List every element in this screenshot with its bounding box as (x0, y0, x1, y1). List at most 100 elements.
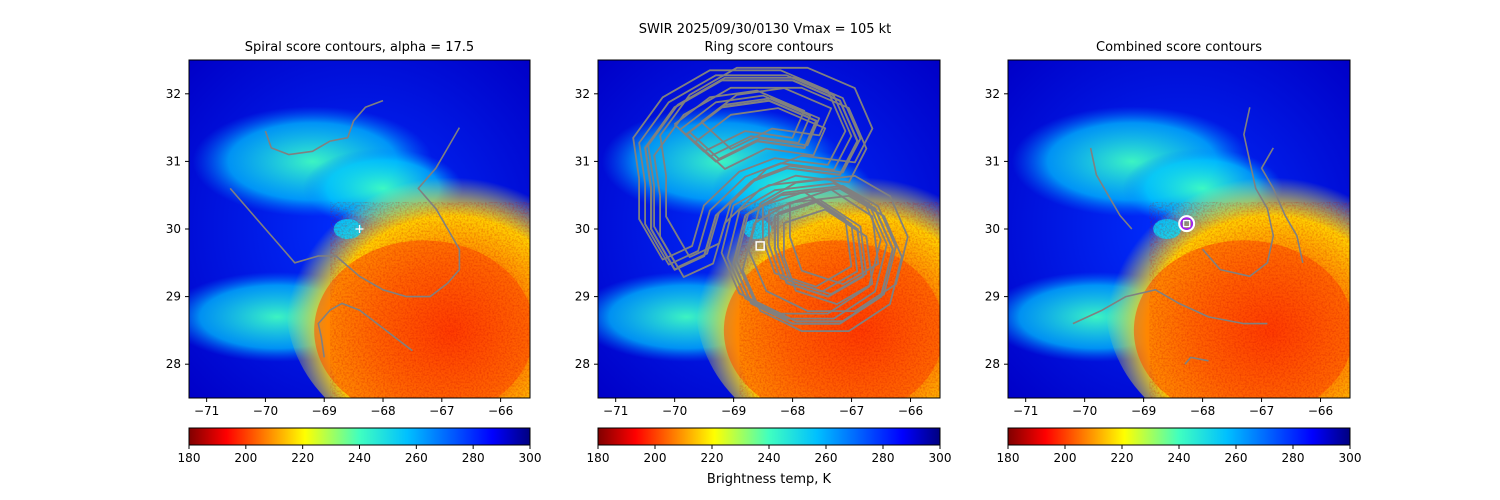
x-tick-label: −69 (1131, 404, 1156, 418)
y-tick-label: 28 (575, 357, 590, 371)
x-tick-label: −68 (370, 404, 395, 418)
y-tick-label: 29 (985, 290, 1000, 304)
y-tick-label: 32 (985, 87, 1000, 101)
x-tick-label: −66 (1308, 404, 1333, 418)
colorbar: 180 200 220 240 260 280 300 (997, 427, 1362, 465)
colorbar: 180 200 220 240 260 280 300 (178, 427, 542, 465)
brightness-temp-image (189, 60, 530, 398)
colorbar-tick-label: 180 (997, 451, 1020, 465)
contour-line-1 (1089, 147, 1133, 230)
x-tick-label: −71 (603, 404, 628, 418)
center-marker-square (1183, 219, 1191, 228)
colorbar-tick-label: 300 (1339, 451, 1362, 465)
y-tick-label: 28 (166, 357, 181, 371)
brightness-temp-image (598, 60, 940, 398)
x-tick-label: −70 (662, 404, 687, 418)
x-tick-label: −68 (780, 404, 805, 418)
contour-line-3-level-3 (694, 107, 827, 170)
x-tick-label: −68 (1190, 404, 1215, 418)
colorbar-gradient (1007, 427, 1351, 446)
colorbar-tick-label: 240 (758, 451, 781, 465)
colorbar-tick-label: 220 (701, 451, 724, 465)
colorbar: 180 200 220 240 260 280 300 (587, 427, 952, 465)
contour-line-4-level-5 (789, 188, 880, 285)
colorbar-tick-label: 240 (1168, 451, 1191, 465)
figure-suptitle: SWIR 2025/09/30/0130 Vmax = 105 kt (638, 22, 892, 37)
contour-line-1-level-4 (632, 69, 847, 261)
panel-2: −71 −70 −69 −68 −67 −66 28 29 30 31 32 180 200 220 240… (575, 59, 952, 465)
x-tick-label: −66 (488, 404, 513, 418)
x-tick-label: −69 (312, 404, 337, 418)
center-marker-plus (355, 225, 364, 233)
center-marker-ring (1180, 217, 1194, 230)
colorbar-tick-label: 260 (1225, 451, 1248, 465)
x-tick-label: −67 (429, 404, 454, 418)
contour-line-5 (1184, 356, 1209, 365)
y-tick-label: 32 (575, 87, 590, 101)
colorbar-tick-label: 280 (462, 451, 485, 465)
colorbar-tick-label: 220 (1111, 451, 1134, 465)
colorbar-tick-label: 240 (348, 451, 371, 465)
score-contours (229, 99, 461, 358)
x-tick-label: −66 (898, 404, 923, 418)
contour-line-4 (1072, 289, 1268, 325)
score-contours (1072, 107, 1304, 365)
panel-1: −71 −70 −69 −68 −67 −66 28 29 30 31 32 180 200 220 240… (166, 59, 542, 465)
colorbar-tick-label: 180 (587, 451, 610, 465)
center-marker-circle (1178, 215, 1196, 233)
contour-line-4-level-1 (777, 198, 868, 295)
colorbar-tick-label: 280 (1282, 451, 1305, 465)
contour-line-2-level-5 (747, 175, 909, 312)
y-tick-label: 29 (166, 290, 181, 304)
colorbar-tick-label: 180 (178, 451, 201, 465)
score-contours (632, 66, 909, 332)
x-tick-label: −71 (194, 404, 219, 418)
contour-line-1-level-2 (638, 74, 853, 266)
contour-line-2-level-1 (735, 185, 897, 322)
panel2-title: Ring score contours (704, 40, 834, 55)
colorbar-tick-label: 300 (929, 451, 952, 465)
y-tick-label: 30 (166, 222, 181, 236)
colorbar-tick-label: 200 (644, 451, 667, 465)
y-tick-label: 30 (575, 222, 590, 236)
colorbar-gradient (597, 427, 941, 446)
contour-line-1 (264, 99, 384, 156)
brightness-temp-image (1008, 60, 1350, 398)
contour-line-3 (417, 127, 461, 284)
colorbar-label: Brightness temp, K (706, 472, 832, 487)
noise-texture (1149, 201, 1350, 398)
colorbar-tick-label: 200 (234, 451, 257, 465)
y-tick-label: 31 (985, 154, 1000, 168)
x-tick-label: −69 (721, 404, 746, 418)
contour-line-3-level-2 (679, 94, 812, 158)
colorbar-tick-label: 260 (405, 451, 428, 465)
contour-line-2 (229, 187, 449, 298)
y-tick-label: 31 (166, 154, 181, 168)
x-tick-label: −67 (839, 404, 864, 418)
x-tick-label: −70 (1072, 404, 1097, 418)
x-tick-label: −71 (1013, 404, 1038, 418)
y-tick-label: 29 (575, 290, 590, 304)
panel-3: −71 −70 −69 −68 −67 −66 28 29 30 31 32 180 200 220 240… (985, 59, 1362, 465)
colorbar-tick-label: 300 (519, 451, 542, 465)
panel3-title: Combined score contours (1096, 40, 1262, 55)
colorbar-gradient (188, 427, 531, 446)
contour-line-2 (1201, 107, 1275, 278)
y-tick-label: 32 (166, 87, 181, 101)
contour-line-3-level-1 (688, 97, 821, 160)
contour-line-1-level-1 (647, 76, 862, 268)
x-tick-label: −70 (253, 404, 278, 418)
colorbar-tick-label: 200 (1054, 451, 1077, 465)
y-tick-label: 28 (985, 357, 1000, 371)
contour-line-2-level-3 (741, 195, 903, 332)
colorbar-tick-label: 220 (291, 451, 314, 465)
contour-line-4 (317, 302, 413, 358)
contour-line-1-level-5 (659, 66, 874, 258)
y-tick-label: 31 (575, 154, 590, 168)
noise-texture (330, 201, 530, 398)
contour-line-2-level-2 (726, 182, 888, 320)
contour-line-4-level-3 (783, 208, 874, 305)
colorbar-tick-label: 280 (872, 451, 895, 465)
center-marker-square (755, 241, 765, 251)
